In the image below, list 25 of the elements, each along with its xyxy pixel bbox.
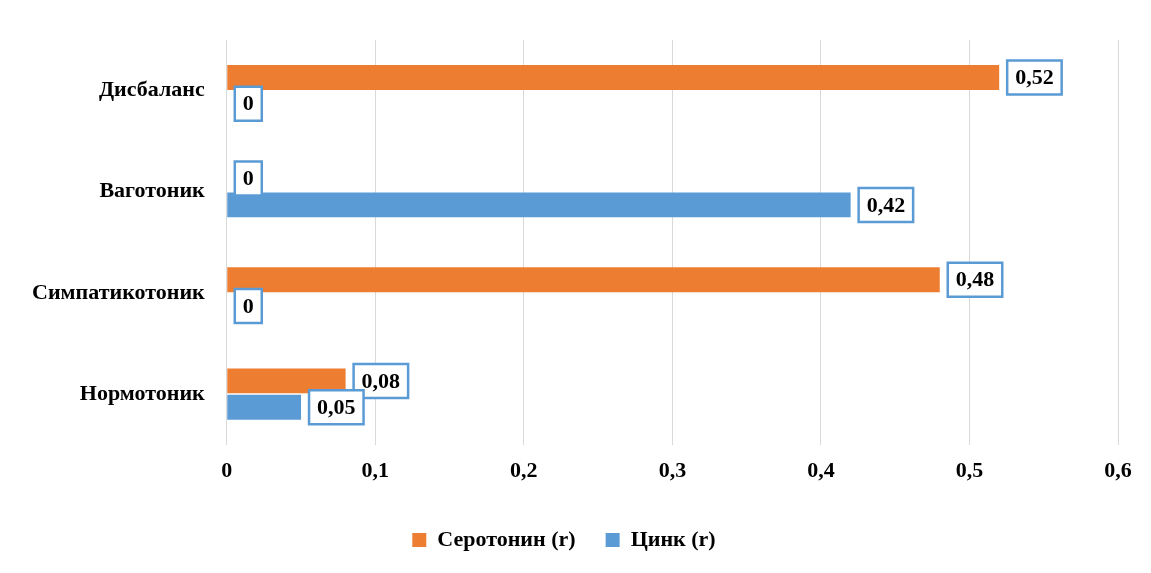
data-label: 0,08 [361, 367, 401, 393]
x-tick-label: 0,1 [361, 457, 390, 483]
y-tick-label: Нормотоник [79, 379, 206, 405]
data-label: 0 [242, 90, 254, 116]
x-tick-label: 0 [221, 457, 233, 483]
data-label: 0 [242, 292, 254, 318]
data-label: 0,48 [955, 266, 995, 292]
y-tick-label: Дисбаланс [98, 76, 206, 102]
bar [227, 64, 1000, 90]
data-label: 0,05 [317, 393, 356, 419]
legend-label: Серотонин (r) [437, 525, 576, 551]
bar [227, 368, 346, 394]
y-tick-label: Ваготоник [99, 177, 206, 203]
bar [227, 267, 940, 293]
x-tick-label: 0,3 [658, 457, 687, 483]
legend-label: Цинк (r) [630, 525, 716, 551]
x-tick-label: 0,2 [510, 457, 538, 483]
data-label: 0,52 [1015, 64, 1054, 90]
bar [227, 394, 302, 420]
y-tick-label: Симпатикотоник [32, 278, 206, 304]
x-tick-label: 0,4 [807, 457, 835, 483]
data-label: 0,42 [866, 191, 906, 217]
data-label: 0 [242, 165, 254, 191]
x-tick-label: 0,5 [955, 457, 984, 483]
x-tick-label: 0,6 [1104, 457, 1132, 483]
